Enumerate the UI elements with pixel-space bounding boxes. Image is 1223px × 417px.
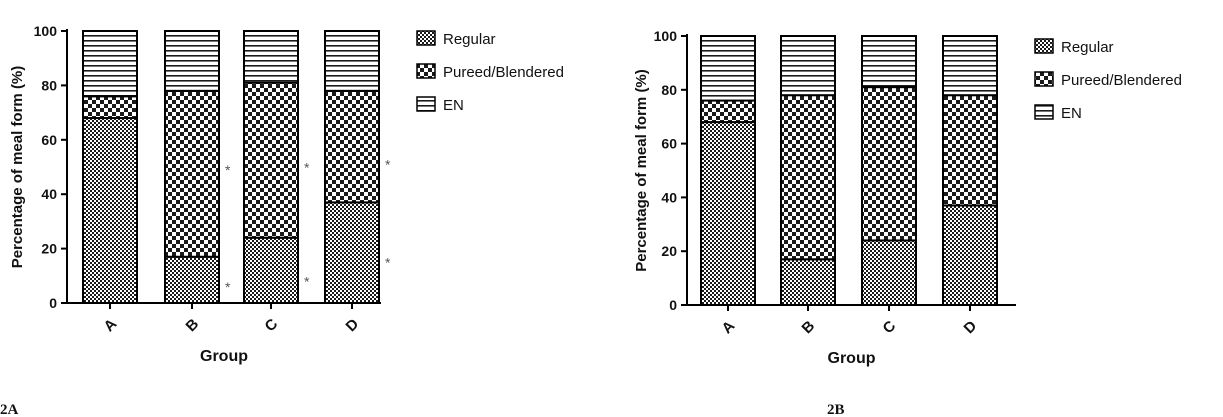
y-tick-label: 80 <box>661 82 677 98</box>
significance-marker: * <box>385 254 391 270</box>
legend-label-en: EN <box>443 97 464 114</box>
x-tick-label-a: A <box>101 315 121 335</box>
x-tick-label-b: B <box>799 317 819 337</box>
x-tick-label-a: A <box>719 317 739 337</box>
x-tick-label-b: B <box>183 315 203 335</box>
bar-d-pureed-blendered <box>942 94 998 207</box>
significance-marker: * <box>225 279 231 295</box>
legend-label-regular: Regular <box>1061 39 1114 56</box>
legend-swatch-pureed-blendered <box>1034 71 1054 87</box>
y-tick-label: 60 <box>661 136 677 152</box>
bar-b-pureed-blendered <box>164 89 220 258</box>
y-tick-label: 40 <box>41 186 57 202</box>
bar-a-en <box>700 35 756 102</box>
legend-swatch-pureed-blendered <box>416 63 436 79</box>
bar-b-en <box>780 35 836 97</box>
bar-b-pureed-blendered <box>780 94 836 261</box>
y-tick-label: 100 <box>654 28 678 44</box>
chart-panel-2b: 0 20 40 60 80 100 A B C D Group Percentage of meal … <box>633 28 1182 417</box>
legend-swatch-en <box>416 96 436 112</box>
bar-d-en <box>942 35 998 97</box>
y-tick-label: 40 <box>661 189 677 205</box>
x-axis-title: Group <box>200 348 248 365</box>
y-tick-label: 0 <box>49 295 57 311</box>
bar-a-pureed-blendered <box>700 99 756 124</box>
bar-d-en <box>324 30 380 92</box>
y-tick-label: 20 <box>661 243 677 259</box>
chart-panel-2a: 0 20 40 60 80 100 A B C D Group Percentage of meal … <box>0 23 564 417</box>
legend-swatch-regular <box>1034 38 1054 54</box>
panel-tag: 2A <box>0 402 19 417</box>
y-axis-title: Percentage of meal form (%) <box>633 69 650 272</box>
bar-a-regular <box>82 117 138 305</box>
legend-label-en: EN <box>1061 105 1082 122</box>
bar-a-regular <box>700 121 756 306</box>
bar-c-en <box>243 30 299 84</box>
legend-swatch-regular <box>416 30 436 46</box>
legend-label-pureed-blendered: Pureed/Blendered <box>1061 72 1182 89</box>
legend-swatch-en <box>1034 104 1054 120</box>
bar-a-en <box>82 30 138 98</box>
significance-marker: * <box>304 274 310 290</box>
bar-d-regular <box>942 204 998 306</box>
significance-marker: * <box>304 159 310 175</box>
y-tick-label: 80 <box>41 77 57 93</box>
y-tick-label: 20 <box>41 241 57 257</box>
bar-d-regular <box>324 201 380 304</box>
bar-b-en <box>164 30 220 92</box>
significance-marker: * <box>385 157 391 173</box>
bar-b-regular <box>780 258 836 306</box>
y-tick-label: 0 <box>669 297 677 313</box>
bar-c-pureed-blendered <box>243 81 299 239</box>
bar-c-en <box>861 35 917 89</box>
bar-b-regular <box>164 255 220 305</box>
bar-a-pureed-blendered <box>82 95 138 120</box>
x-tick-label-c: C <box>880 317 900 337</box>
x-axis-title: Group <box>828 350 876 367</box>
legend-label-regular: Regular <box>443 31 496 48</box>
y-tick-label: 100 <box>34 23 58 39</box>
bar-d-pureed-blendered <box>324 89 380 204</box>
significance-marker: * <box>225 162 231 178</box>
bar-c-pureed-blendered <box>861 86 917 242</box>
x-tick-label-d: D <box>343 315 363 335</box>
bar-c-regular <box>243 236 299 304</box>
panel-tag: 2B <box>827 402 845 417</box>
y-axis-title: Percentage of meal form (%) <box>9 66 26 269</box>
y-tick-label: 60 <box>41 132 57 148</box>
x-tick-label-c: C <box>262 315 282 335</box>
legend-label-pureed-blendered: Pureed/Blendered <box>443 64 564 81</box>
x-tick-label-d: D <box>961 317 981 337</box>
bar-c-regular <box>861 239 917 306</box>
